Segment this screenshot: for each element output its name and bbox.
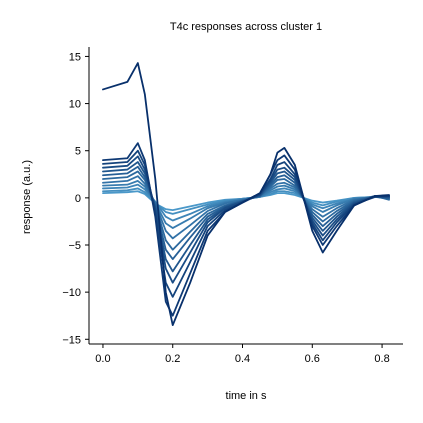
series-line-4 <box>102 155 390 284</box>
y-tick-label: 0 <box>75 193 81 205</box>
series-line-1 <box>102 62 390 327</box>
y-tick-label: 10 <box>69 99 81 111</box>
y-tick-label: −10 <box>62 287 81 299</box>
series-line-2 <box>102 142 390 317</box>
axes-layer <box>88 47 403 345</box>
x-tick-label: 0.2 <box>165 353 180 365</box>
ticks-layer: 0.0 0.2 0.4 0.6 0.8 −15 −10 −5 0 5 10 15 <box>62 51 389 365</box>
chart-title: T4c responses across cluster 1 <box>170 21 322 33</box>
x-tick-label: 0.4 <box>235 353 250 365</box>
y-tick-label: 5 <box>75 146 81 158</box>
x-tick-label: 0.8 <box>374 353 389 365</box>
x-axis-label: time in s <box>226 390 267 402</box>
x-tick-label: 0.6 <box>305 353 320 365</box>
y-axis-label: response (a.u.) <box>21 160 33 234</box>
y-tick-label: −15 <box>62 334 81 346</box>
y-tick-label: −5 <box>68 240 81 252</box>
series-layer <box>102 62 390 327</box>
y-tick-label: 15 <box>69 51 81 63</box>
series-line-3 <box>102 149 390 298</box>
x-tick-label: 0.0 <box>95 353 110 365</box>
